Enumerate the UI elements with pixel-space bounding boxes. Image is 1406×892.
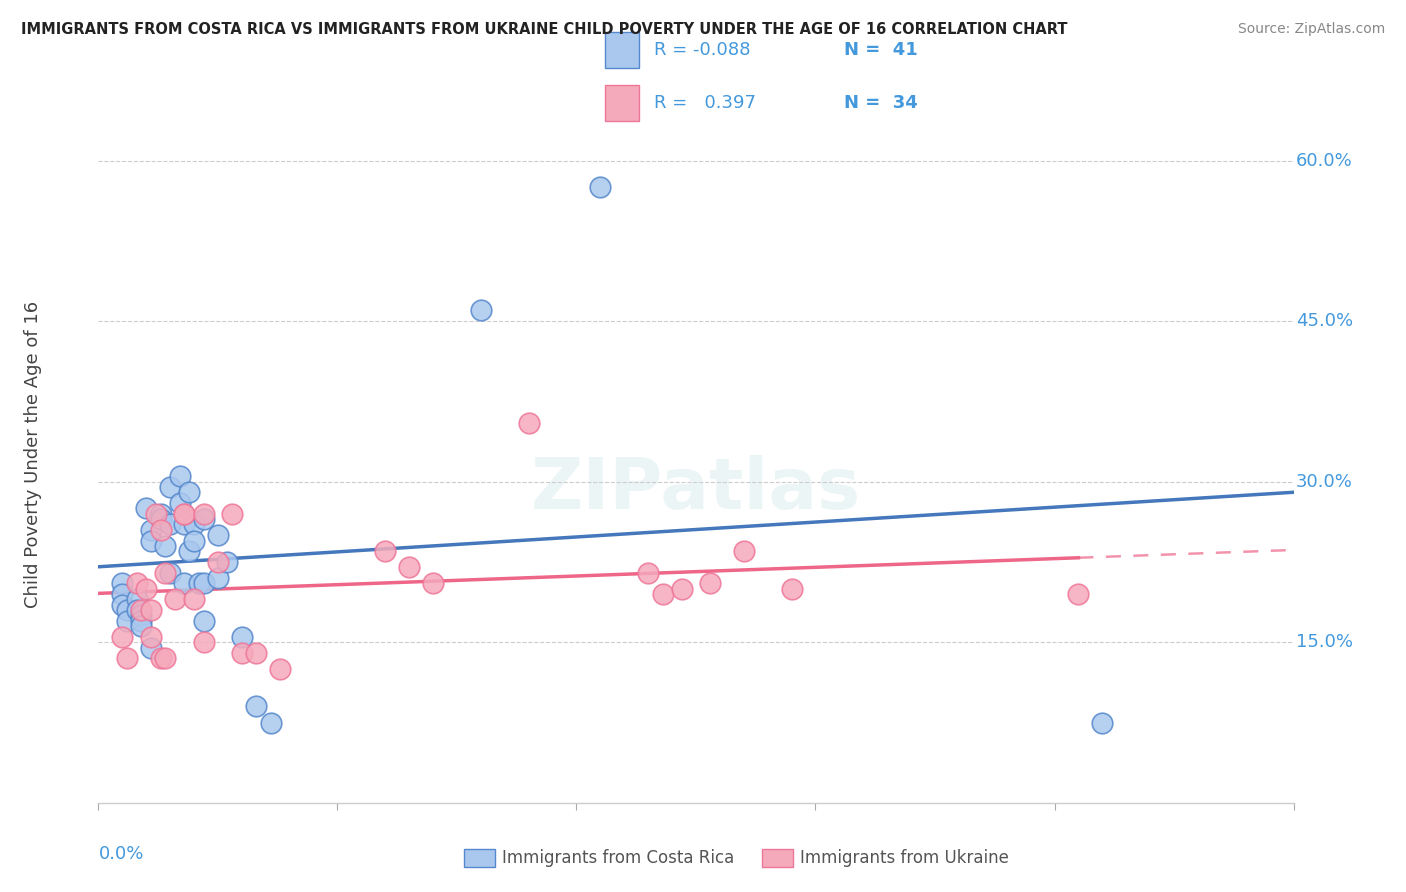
Text: R =   0.397: R = 0.397 xyxy=(654,95,756,112)
Text: IMMIGRANTS FROM COSTA RICA VS IMMIGRANTS FROM UKRAINE CHILD POVERTY UNDER THE AG: IMMIGRANTS FROM COSTA RICA VS IMMIGRANTS… xyxy=(21,22,1067,37)
Text: N =  41: N = 41 xyxy=(844,41,918,59)
Point xyxy=(159,480,181,494)
Point xyxy=(131,608,153,623)
Point xyxy=(149,512,172,526)
Text: 45.0%: 45.0% xyxy=(1296,312,1353,330)
Point xyxy=(193,614,215,628)
Point xyxy=(699,576,721,591)
Point xyxy=(651,587,673,601)
Text: 30.0%: 30.0% xyxy=(1296,473,1353,491)
Point xyxy=(145,507,167,521)
Text: ZIPatlas: ZIPatlas xyxy=(531,455,860,524)
Point xyxy=(139,523,162,537)
Point xyxy=(179,485,201,500)
Point xyxy=(374,544,396,558)
Point xyxy=(187,576,209,591)
Point xyxy=(111,576,134,591)
Point xyxy=(125,576,148,591)
Point xyxy=(207,571,229,585)
Point xyxy=(111,630,134,644)
Point xyxy=(149,651,172,665)
Point xyxy=(131,614,153,628)
Point xyxy=(155,539,177,553)
Point xyxy=(179,544,201,558)
Point xyxy=(245,699,267,714)
Point xyxy=(207,555,229,569)
Point xyxy=(422,576,444,591)
Point xyxy=(139,603,162,617)
Point xyxy=(159,566,181,580)
Point xyxy=(733,544,755,558)
Point xyxy=(169,496,191,510)
Point xyxy=(470,303,492,318)
Point xyxy=(173,576,195,591)
Point xyxy=(217,555,239,569)
Point xyxy=(159,517,181,532)
Point xyxy=(193,576,215,591)
Point xyxy=(517,416,540,430)
Point xyxy=(193,512,215,526)
Text: Immigrants from Costa Rica: Immigrants from Costa Rica xyxy=(502,849,734,867)
Text: 15.0%: 15.0% xyxy=(1296,633,1353,651)
Point xyxy=(155,566,177,580)
Point xyxy=(111,587,134,601)
Point xyxy=(398,560,420,574)
Point xyxy=(125,603,148,617)
Point xyxy=(149,523,172,537)
Point xyxy=(131,603,153,617)
Point xyxy=(111,598,134,612)
Point xyxy=(637,566,659,580)
Point xyxy=(245,646,267,660)
Point xyxy=(125,592,148,607)
Point xyxy=(139,630,162,644)
Text: N =  34: N = 34 xyxy=(844,95,918,112)
Point xyxy=(169,469,191,483)
Text: 60.0%: 60.0% xyxy=(1296,152,1353,169)
Point xyxy=(149,507,172,521)
Point xyxy=(135,582,157,596)
Point xyxy=(1067,587,1090,601)
Point xyxy=(139,640,162,655)
Point xyxy=(193,507,215,521)
Point xyxy=(1091,715,1114,730)
Point xyxy=(173,507,195,521)
Point xyxy=(163,592,186,607)
FancyBboxPatch shape xyxy=(606,86,638,121)
Text: R = -0.088: R = -0.088 xyxy=(654,41,751,59)
Point xyxy=(207,528,229,542)
Point xyxy=(231,630,253,644)
Text: Source: ZipAtlas.com: Source: ZipAtlas.com xyxy=(1237,22,1385,37)
Point xyxy=(193,635,215,649)
Point xyxy=(115,603,138,617)
Point xyxy=(173,507,195,521)
Point xyxy=(115,651,138,665)
Text: Child Poverty Under the Age of 16: Child Poverty Under the Age of 16 xyxy=(24,301,42,608)
Text: 0.0%: 0.0% xyxy=(98,845,143,863)
FancyBboxPatch shape xyxy=(606,32,638,68)
Point xyxy=(183,517,205,532)
Point xyxy=(221,507,243,521)
Point xyxy=(589,180,612,194)
Point xyxy=(139,533,162,548)
Point xyxy=(183,592,205,607)
Point xyxy=(173,517,195,532)
Point xyxy=(131,619,153,633)
Point xyxy=(259,715,281,730)
Point xyxy=(671,582,693,596)
Point xyxy=(155,651,177,665)
Point xyxy=(135,501,157,516)
Point xyxy=(115,614,138,628)
Point xyxy=(780,582,803,596)
Point xyxy=(269,662,291,676)
Point xyxy=(231,646,253,660)
Point xyxy=(183,533,205,548)
Text: Immigrants from Ukraine: Immigrants from Ukraine xyxy=(800,849,1010,867)
